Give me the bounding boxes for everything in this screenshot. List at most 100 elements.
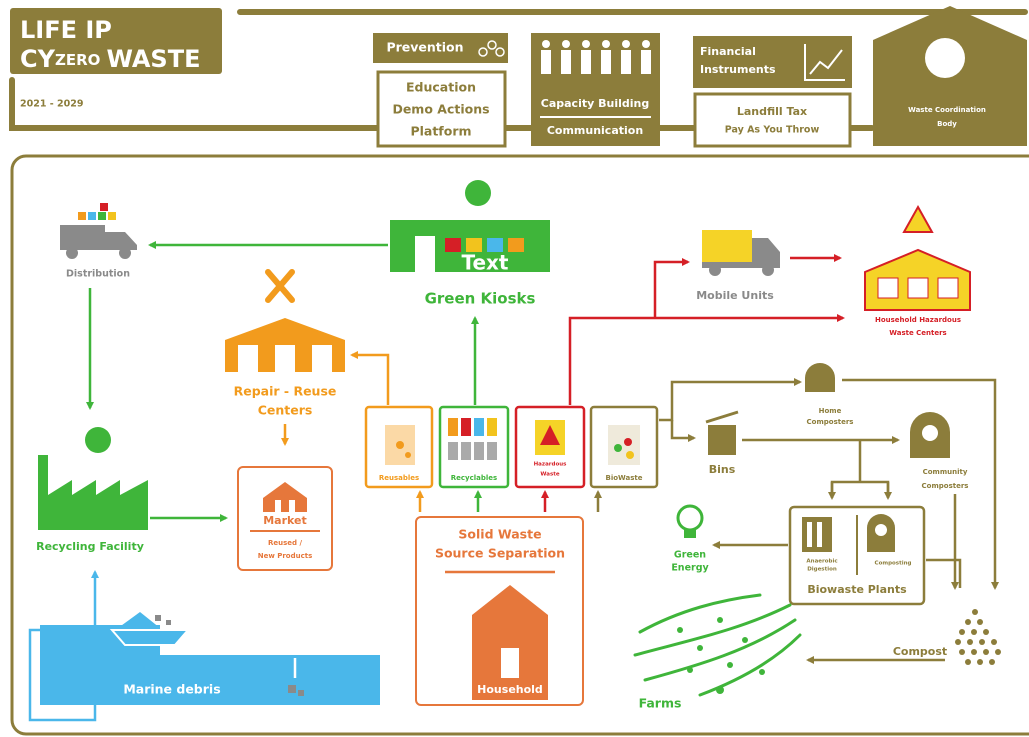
biowaste-plants-shape — [875, 524, 887, 536]
reusables-bin-shape — [405, 452, 411, 458]
farms-shape-shape — [759, 669, 765, 675]
recyclables-bin-shape — [487, 442, 497, 460]
green-kiosks-shape — [445, 238, 461, 252]
coordination-label: Body — [937, 120, 957, 128]
compost: Compost — [893, 609, 1001, 665]
bins-shape — [705, 410, 739, 424]
home-composters: Home Composters — [805, 363, 853, 426]
pillar-item: Platform — [410, 124, 471, 139]
node-label: Household — [477, 683, 543, 696]
header-shape — [10, 8, 222, 74]
green-kiosks: Text Green Kiosks — [390, 180, 550, 308]
node-label: Home — [819, 407, 842, 415]
arrow — [926, 558, 962, 588]
biowaste-bin-shape — [608, 425, 640, 465]
node-label: Waste Centers — [889, 329, 946, 337]
node-label: Compost — [893, 645, 947, 658]
marine-debris-shape — [109, 629, 191, 646]
farms-shape-shape — [727, 662, 733, 668]
community-composters-shape — [922, 425, 938, 441]
marine-debris-shape — [155, 615, 161, 621]
pillar-title: Instruments — [700, 63, 776, 76]
green-energy-shape — [684, 530, 696, 538]
kiosk-sign: Text — [461, 251, 508, 275]
arrow — [659, 378, 802, 422]
capacity-pillar-shape-shape — [642, 40, 650, 48]
distribution-shape — [88, 212, 96, 220]
biowaste-bin-shape — [626, 451, 634, 459]
repair-reuse-shape — [312, 345, 332, 372]
hazardous-centers-shape — [907, 277, 929, 299]
mobile-units-shape — [762, 264, 774, 276]
plant-part: Anaerobic — [806, 559, 837, 565]
header: LIFE IP CYZERO WASTE 2021 - 2029 — [9, 8, 1028, 131]
compost-shape — [971, 629, 977, 635]
compost-shape — [965, 619, 971, 625]
biowaste-plants-shape — [807, 522, 812, 547]
capacity-pillar-shape-shape — [602, 40, 610, 48]
node-label: Bins — [709, 463, 736, 476]
biowaste-bin: BioWaste — [589, 405, 659, 489]
arrow — [568, 314, 845, 405]
subtitle-part: CY — [20, 45, 56, 73]
bin-label: BioWaste — [606, 474, 643, 482]
biowaste-bin-shape — [624, 438, 632, 446]
node-label: Distribution — [66, 269, 130, 280]
node-label: Green Kiosks — [425, 290, 536, 308]
distribution-shape — [98, 212, 106, 220]
source-separation-shape — [501, 648, 519, 678]
node-label: Marine debris — [123, 682, 220, 697]
capacity-pillar-shape-shape — [561, 50, 571, 74]
capacity-pillar-shape-shape — [622, 40, 630, 48]
pillar-item: Communication — [547, 124, 643, 137]
recycling-facility-shape — [85, 427, 111, 453]
farms-shape-shape — [742, 637, 748, 643]
coordination-body: Waste Coordination Body — [873, 6, 1027, 146]
node-label: Composters — [807, 418, 854, 426]
node-label: Community — [923, 468, 968, 476]
capacity-pillar-shape-shape — [621, 50, 631, 74]
green-kiosks-shape — [415, 236, 435, 272]
pillar-item: Pay As You Throw — [725, 125, 820, 136]
period: 2021 - 2029 — [20, 99, 83, 110]
hazardous-centers-shape — [937, 277, 959, 299]
compost-shape — [959, 629, 965, 635]
arrow — [653, 258, 690, 318]
distribution-shape — [105, 232, 137, 250]
compost-shape — [977, 659, 983, 665]
capacity-pillar-shape — [541, 40, 651, 74]
green-kiosks-shape — [466, 238, 482, 252]
source-separation-shape — [472, 585, 548, 700]
prevention-pillar-shape — [376, 70, 507, 148]
pillar-title: Financial — [700, 45, 756, 58]
distribution-shape — [60, 225, 105, 250]
distribution-shape — [108, 212, 116, 220]
node-label: Recycling Facility — [36, 540, 144, 553]
arrow — [830, 440, 890, 496]
hazardous-centers: Household Hazardous Waste Centers — [864, 204, 971, 337]
source-separation: Solid Waste Source Separation Household — [415, 516, 584, 706]
pillar-item: Capacity Building — [541, 97, 649, 110]
bin-label: Hazardous — [534, 462, 568, 468]
hazardous-centers-shape — [902, 204, 934, 233]
node-label: Green — [674, 550, 706, 561]
subtitle-part: ZERO — [55, 51, 100, 69]
recyclables-bin-shape — [461, 418, 471, 436]
mobile-units-shape — [709, 264, 721, 276]
market-shape — [263, 482, 307, 512]
arrow — [842, 378, 999, 590]
market-shape — [275, 500, 281, 512]
recyclables-bin-shape — [474, 442, 484, 460]
hazardous-bin-shape — [540, 425, 560, 445]
market: Market Reused / New Products — [237, 466, 333, 571]
market-shape — [289, 500, 295, 512]
biowaste-plants: Anaerobic Digestion Composting Biowaste … — [788, 505, 926, 606]
marine-debris-shape — [288, 685, 296, 693]
reusables-bin: Reusables — [364, 405, 434, 489]
compost-shape — [989, 659, 995, 665]
compost-shape — [983, 649, 989, 655]
capacity-pillar-shape-shape — [601, 50, 611, 74]
farms-shape-shape — [697, 645, 703, 651]
recyclables-bin-shape — [448, 418, 458, 436]
